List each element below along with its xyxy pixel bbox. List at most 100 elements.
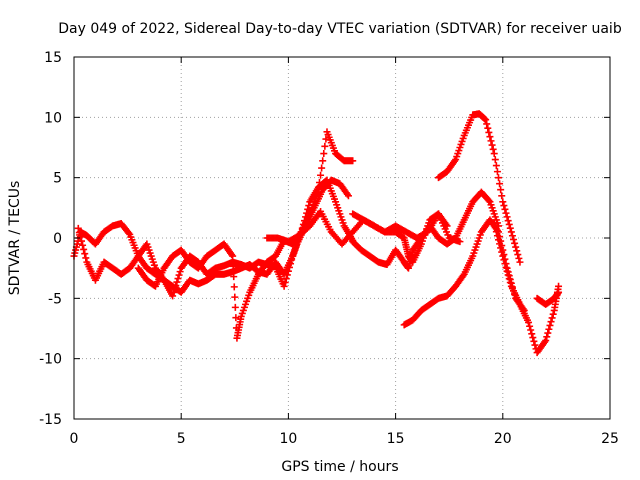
data-point: [486, 133, 494, 141]
data-point: [491, 156, 499, 164]
data-point: [76, 233, 84, 241]
data-point: [505, 220, 513, 228]
data-point: [485, 197, 493, 205]
data-point: [285, 263, 293, 271]
data-point: [171, 285, 179, 293]
data-point: [508, 232, 516, 240]
data-point: [503, 267, 511, 275]
data-point: [555, 288, 563, 296]
series-A: [70, 176, 357, 296]
series-I: [490, 220, 563, 357]
data-point: [321, 142, 329, 150]
data-point: [75, 229, 83, 237]
data-point: [229, 252, 237, 260]
data-point: [288, 256, 296, 264]
y-tick-label: -15: [39, 412, 62, 428]
data-point: [506, 278, 514, 286]
data-point: [512, 243, 520, 251]
data-point: [515, 254, 523, 262]
data-point: [320, 150, 328, 158]
data-point: [232, 314, 240, 322]
data-point: [501, 260, 509, 268]
data-point: [484, 124, 492, 132]
data-point: [514, 251, 522, 259]
data-point: [80, 245, 88, 253]
data-point: [547, 318, 555, 326]
data-point: [492, 162, 500, 170]
data-points: [70, 110, 563, 357]
data-point: [527, 326, 535, 334]
data-point: [79, 241, 87, 249]
data-point: [529, 334, 537, 342]
data-point: [492, 228, 500, 236]
y-tick-label: -10: [39, 352, 62, 368]
data-point: [287, 260, 295, 268]
data-point: [500, 256, 508, 264]
x-tick-labels: 0 5 10 15 20 25: [70, 431, 619, 447]
data-point: [528, 330, 536, 338]
data-point: [500, 202, 508, 210]
data-point: [501, 205, 509, 213]
data-point: [282, 275, 290, 283]
x-tick-label: 25: [601, 431, 619, 447]
data-point: [544, 329, 552, 337]
data-point: [442, 220, 450, 228]
data-point: [531, 341, 539, 349]
data-point: [543, 333, 551, 341]
x-axis-label: GPS time / hours: [281, 459, 398, 475]
data-point: [176, 268, 184, 276]
data-point: [443, 222, 451, 230]
data-point: [496, 240, 504, 248]
data-point: [74, 224, 82, 232]
data-point: [490, 150, 498, 158]
data-point: [231, 293, 239, 301]
x-tick-label: 10: [279, 431, 297, 447]
y-tick-label: 15: [44, 50, 62, 66]
data-point: [546, 321, 554, 329]
data-point: [169, 292, 177, 300]
data-point: [542, 337, 550, 345]
data-point: [505, 275, 513, 283]
data-point: [497, 186, 505, 194]
data-point: [82, 254, 90, 262]
data-point: [78, 237, 86, 245]
data-point: [496, 180, 504, 188]
series-B: [134, 128, 357, 342]
data-point: [173, 278, 181, 286]
data-point: [175, 271, 183, 279]
y-tick-labels: -15 -10 -5 0 5 10 15: [39, 50, 62, 428]
data-point: [174, 275, 182, 283]
data-point: [555, 282, 563, 290]
data-point: [506, 224, 514, 232]
data-point: [503, 213, 511, 221]
data-point: [231, 303, 239, 311]
data-point: [502, 263, 510, 271]
data-point: [487, 137, 495, 145]
data-point: [541, 338, 549, 346]
x-tick-label: 15: [387, 431, 405, 447]
data-point: [548, 314, 556, 322]
series-E: [349, 210, 451, 266]
data-point: [451, 157, 459, 165]
data-point: [81, 250, 89, 258]
data-point: [516, 258, 524, 266]
data-point: [498, 192, 506, 200]
data-point: [545, 325, 553, 333]
data-point: [318, 164, 326, 172]
data-point: [230, 273, 238, 281]
data-point: [499, 252, 507, 260]
data-point: [495, 236, 503, 244]
y-axis-label: SDTVAR / TECUs: [7, 181, 23, 296]
data-point: [230, 283, 238, 291]
series-F: [349, 188, 503, 272]
x-tick-label: 5: [177, 431, 186, 447]
data-point: [485, 128, 493, 136]
data-point: [459, 272, 467, 280]
data-point: [513, 247, 521, 255]
y-tick-label: 0: [53, 231, 62, 247]
data-point: [170, 288, 178, 296]
data-point: [493, 168, 501, 176]
data-point: [491, 224, 499, 232]
data-point: [499, 198, 507, 206]
